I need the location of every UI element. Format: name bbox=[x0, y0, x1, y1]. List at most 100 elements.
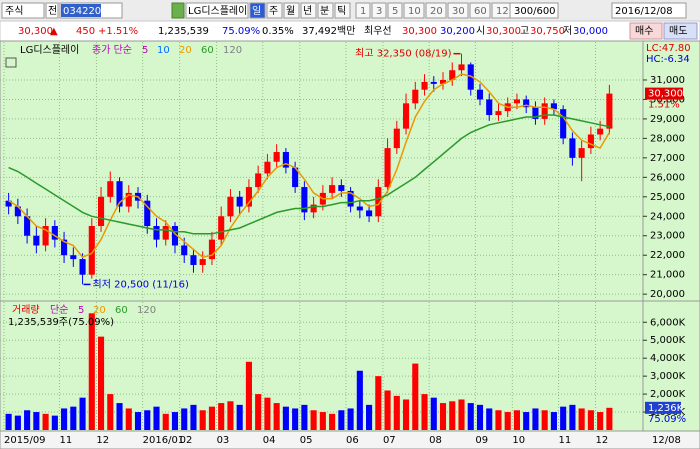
y-tick-label: 29,000 bbox=[650, 114, 685, 125]
volume-bar bbox=[513, 410, 521, 430]
period-button[interactable] bbox=[283, 2, 300, 19]
quote-change: 450 bbox=[76, 26, 95, 37]
mode-button[interactable] bbox=[45, 2, 59, 19]
x-tick-label: 10 bbox=[512, 435, 525, 446]
period-button[interactable] bbox=[266, 2, 283, 19]
candle-body bbox=[513, 99, 521, 104]
sell-button[interactable] bbox=[663, 22, 698, 40]
interval-button[interactable] bbox=[425, 2, 447, 19]
interval-button[interactable] bbox=[387, 2, 403, 19]
x-tick-label: 11 bbox=[559, 435, 572, 446]
candle-body bbox=[153, 226, 160, 240]
candle-body bbox=[532, 107, 539, 119]
interval: 30 bbox=[452, 6, 465, 17]
volume-bar bbox=[578, 408, 585, 430]
x-tick-label: 04 bbox=[263, 435, 276, 446]
volume-tag bbox=[645, 401, 681, 414]
volume-tag-text: 1,236K bbox=[648, 403, 684, 414]
candle-body bbox=[24, 216, 31, 236]
market: 주식 bbox=[5, 5, 23, 17]
candle-body bbox=[190, 255, 197, 265]
price-axis bbox=[642, 40, 700, 302]
y-tick-label: 27,000 bbox=[650, 153, 685, 164]
change-tag: 1.51% bbox=[648, 100, 680, 111]
candle-body bbox=[495, 111, 502, 116]
volume-bar bbox=[504, 412, 511, 430]
name-field bbox=[185, 2, 249, 19]
candle-body bbox=[347, 190, 354, 207]
interval-button[interactable] bbox=[355, 2, 371, 19]
volume-title: 거래량 bbox=[12, 304, 40, 316]
quote-ask: 30,300 bbox=[402, 26, 437, 37]
y-tick-label: 3,000K bbox=[650, 371, 686, 382]
interval-button[interactable] bbox=[371, 2, 387, 19]
volume-bar bbox=[458, 399, 465, 430]
x-tick-label: 09 bbox=[475, 435, 488, 446]
period-button[interactable] bbox=[249, 2, 266, 19]
code-select bbox=[61, 4, 101, 17]
volume-bar bbox=[264, 397, 271, 430]
volume-bar bbox=[587, 410, 594, 430]
interval-button[interactable] bbox=[447, 2, 469, 19]
candle-body bbox=[439, 79, 447, 84]
quote-volume: 1,235,539 bbox=[158, 26, 209, 37]
sell: 매도 bbox=[669, 25, 687, 37]
y-tick-label: 6,000K bbox=[650, 317, 686, 328]
quote-amount: 37,492백만 bbox=[302, 25, 355, 37]
y-tick-label: 23,000 bbox=[650, 231, 685, 242]
legend-entry: 60 bbox=[201, 45, 214, 56]
period-button[interactable] bbox=[300, 2, 317, 19]
y-tick-label: 22,000 bbox=[650, 250, 685, 261]
period: 주 bbox=[269, 6, 278, 17]
candle-body bbox=[144, 200, 151, 227]
interval-button[interactable] bbox=[469, 2, 491, 19]
quote-high: 30,750 bbox=[530, 26, 565, 37]
candle-body bbox=[449, 70, 456, 80]
candle-body bbox=[393, 128, 400, 149]
market-select[interactable] bbox=[1, 2, 45, 19]
candle-body bbox=[51, 226, 58, 240]
volume-bar bbox=[467, 403, 474, 430]
candle-body bbox=[384, 148, 391, 188]
y-tick-label: 21,000 bbox=[650, 270, 685, 281]
volume-bar bbox=[449, 401, 456, 430]
candle-body bbox=[597, 128, 604, 135]
low-note: 최저 20,500 (11/16) bbox=[93, 278, 189, 290]
count-field bbox=[509, 2, 559, 19]
candle-body bbox=[282, 152, 289, 168]
volume-bar bbox=[24, 410, 31, 430]
buy-button[interactable] bbox=[629, 22, 663, 40]
ratio-tag: 75.09% bbox=[648, 414, 686, 425]
volume-bar bbox=[134, 412, 142, 430]
period-button[interactable] bbox=[334, 2, 351, 19]
interval-button[interactable] bbox=[403, 2, 425, 19]
volume-bar bbox=[347, 408, 354, 430]
candle-body bbox=[208, 239, 216, 260]
volume-bar bbox=[550, 412, 557, 430]
candle-body bbox=[97, 196, 105, 227]
volume-bar bbox=[14, 415, 21, 430]
y-tick-label: 31,000 bbox=[650, 75, 685, 86]
price-tag bbox=[645, 87, 683, 100]
quote-price: 30,300 bbox=[18, 26, 53, 37]
period-button[interactable] bbox=[317, 2, 334, 19]
volume-bar bbox=[421, 394, 428, 430]
lc-label: LC:47.80 bbox=[646, 43, 691, 54]
moving-average bbox=[8, 114, 610, 235]
volume-bar bbox=[292, 408, 299, 430]
quote-open-label: 시 bbox=[476, 25, 485, 37]
candle-body bbox=[467, 64, 474, 90]
volume-bar bbox=[97, 336, 105, 430]
candle-body bbox=[356, 206, 363, 211]
candle-body bbox=[523, 99, 530, 108]
moving-average bbox=[8, 73, 611, 259]
date-field bbox=[611, 2, 687, 19]
volume-bar bbox=[356, 370, 363, 430]
quote-low: 30,000 bbox=[573, 26, 608, 37]
volume-bar bbox=[495, 410, 502, 430]
high-note: 최고 32,350 (08/19) bbox=[355, 48, 451, 60]
period: 월 bbox=[286, 5, 295, 17]
candle-body bbox=[476, 89, 484, 100]
quote-change-rate: +1.51% bbox=[98, 26, 138, 37]
